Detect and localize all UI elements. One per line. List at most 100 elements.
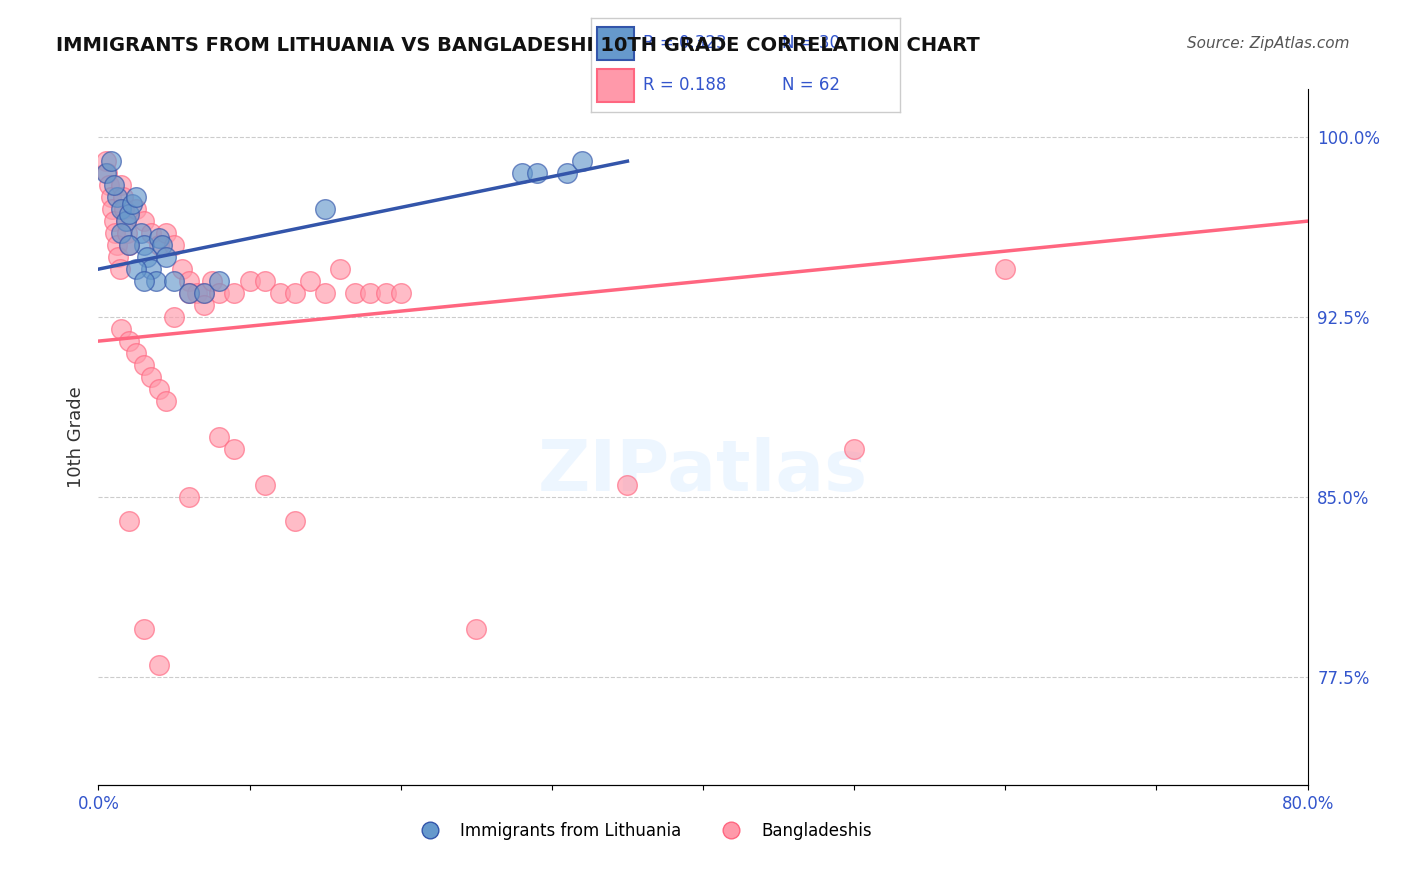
Point <box>994 262 1017 277</box>
Point <box>104 226 127 240</box>
Point <box>284 286 307 301</box>
FancyBboxPatch shape <box>596 28 634 60</box>
Point <box>284 514 307 528</box>
Point <box>148 231 170 245</box>
Point <box>269 286 291 301</box>
Point <box>201 274 224 288</box>
Point <box>155 226 177 240</box>
Point <box>344 286 367 301</box>
Point <box>125 202 148 216</box>
Point <box>374 286 396 301</box>
Point <box>360 286 382 301</box>
Point <box>94 154 117 169</box>
Text: N = 30: N = 30 <box>782 34 841 52</box>
Point <box>141 370 163 384</box>
Point <box>100 190 122 204</box>
Point <box>148 658 170 673</box>
Text: R = 0.188: R = 0.188 <box>643 77 727 95</box>
Point <box>141 226 163 240</box>
Point <box>118 238 141 252</box>
Point <box>299 274 322 288</box>
Point <box>108 262 131 277</box>
Point <box>121 197 143 211</box>
Point <box>179 286 201 301</box>
Point <box>105 238 128 252</box>
Text: Source: ZipAtlas.com: Source: ZipAtlas.com <box>1187 36 1350 51</box>
Point <box>125 262 148 277</box>
Point <box>179 286 201 301</box>
Point <box>98 178 121 193</box>
Point <box>103 214 125 228</box>
Point <box>163 274 186 288</box>
Point <box>125 346 148 360</box>
Point <box>115 226 138 240</box>
Point <box>145 274 167 288</box>
Point <box>114 214 136 228</box>
Legend: Immigrants from Lithuania, Bangladeshis: Immigrants from Lithuania, Bangladeshis <box>406 815 879 847</box>
Point <box>132 238 155 252</box>
Point <box>193 286 215 301</box>
Point <box>616 478 638 492</box>
Point <box>110 322 132 336</box>
Point <box>314 202 336 216</box>
Point <box>329 262 352 277</box>
Point <box>94 166 117 180</box>
Point <box>118 334 141 348</box>
Point <box>125 190 148 204</box>
Point <box>186 286 208 301</box>
Point <box>163 238 186 252</box>
Point <box>155 394 177 409</box>
Point <box>100 154 122 169</box>
Point <box>107 250 129 264</box>
Point <box>110 202 132 216</box>
Point <box>179 490 201 504</box>
Point <box>224 286 246 301</box>
Point <box>526 166 548 180</box>
Point <box>179 274 201 288</box>
Point <box>193 286 215 301</box>
Point <box>208 286 231 301</box>
Point <box>389 286 412 301</box>
FancyBboxPatch shape <box>596 70 634 103</box>
Text: N = 62: N = 62 <box>782 77 841 95</box>
Text: IMMIGRANTS FROM LITHUANIA VS BANGLADESHI 10TH GRADE CORRELATION CHART: IMMIGRANTS FROM LITHUANIA VS BANGLADESHI… <box>56 36 980 54</box>
Point <box>170 262 193 277</box>
Point <box>111 190 134 204</box>
Point <box>253 274 276 288</box>
Point <box>101 202 124 216</box>
Point <box>105 190 128 204</box>
Text: ZIPatlas: ZIPatlas <box>538 437 868 507</box>
Point <box>114 214 136 228</box>
Point <box>135 250 157 264</box>
Point <box>163 310 186 325</box>
Point <box>132 274 155 288</box>
Point <box>155 250 177 264</box>
Point <box>110 226 132 240</box>
Point <box>465 622 488 636</box>
Point <box>314 286 336 301</box>
Point <box>844 442 866 456</box>
Point <box>96 166 118 180</box>
Point <box>208 274 231 288</box>
Point <box>148 382 170 396</box>
Point <box>224 442 246 456</box>
Point <box>208 430 231 444</box>
Point <box>193 298 215 312</box>
Point <box>103 178 125 193</box>
Point <box>129 226 152 240</box>
Point <box>110 178 132 193</box>
Text: R = 0.323: R = 0.323 <box>643 34 727 52</box>
Point <box>132 214 155 228</box>
Y-axis label: 10th Grade: 10th Grade <box>66 386 84 488</box>
Point <box>118 514 141 528</box>
Point <box>150 238 173 252</box>
Point <box>132 622 155 636</box>
Point <box>555 166 578 180</box>
Point <box>510 166 533 180</box>
Point <box>118 207 141 221</box>
Point <box>141 262 163 277</box>
Point <box>118 238 141 252</box>
Point <box>239 274 262 288</box>
Point <box>253 478 276 492</box>
Point <box>148 238 170 252</box>
